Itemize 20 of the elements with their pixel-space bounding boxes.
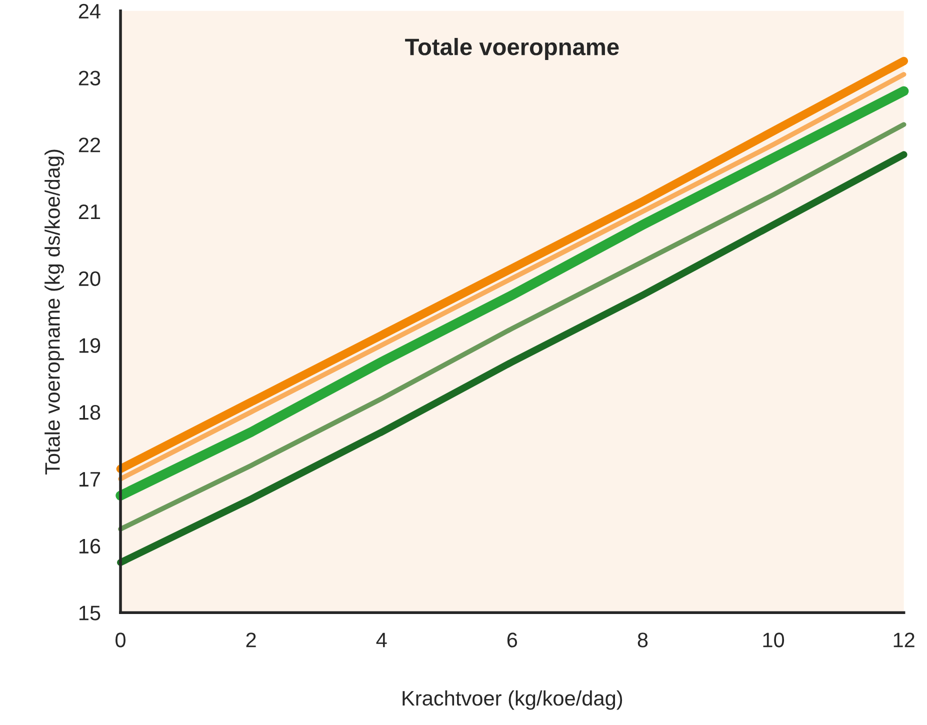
x-tick-label: 10 <box>763 632 784 648</box>
x-tick-label: 4 <box>376 632 387 648</box>
y-tick-label: 22 <box>78 138 100 152</box>
y-tick-label: 17 <box>79 472 100 486</box>
x-tick-label: 0 <box>116 632 126 648</box>
y-tick-label: 15 <box>79 606 100 620</box>
y-tick-label: 21 <box>78 204 100 220</box>
x-axis-title: Krachtvoer (kg/koe/dag) <box>402 690 622 710</box>
y-tick-label: 24 <box>78 4 100 18</box>
y-tick-label: 16 <box>79 538 100 554</box>
y-tick-label: 19 <box>79 338 100 353</box>
y-tick-label: 18 <box>79 405 100 420</box>
y-axis-title: Totale voeropname (kg ds/koe/dag) <box>44 150 64 475</box>
text: Totale voeropname <box>405 38 619 60</box>
y-tick-label: 20 <box>78 271 100 286</box>
y-tick-label: 23 <box>78 70 100 86</box>
x-tick-label: 12 <box>894 632 914 648</box>
x-tick-label: 8 <box>638 632 648 648</box>
x-tick-label: 2 <box>246 632 256 648</box>
x-tick-label: 6 <box>507 632 518 648</box>
